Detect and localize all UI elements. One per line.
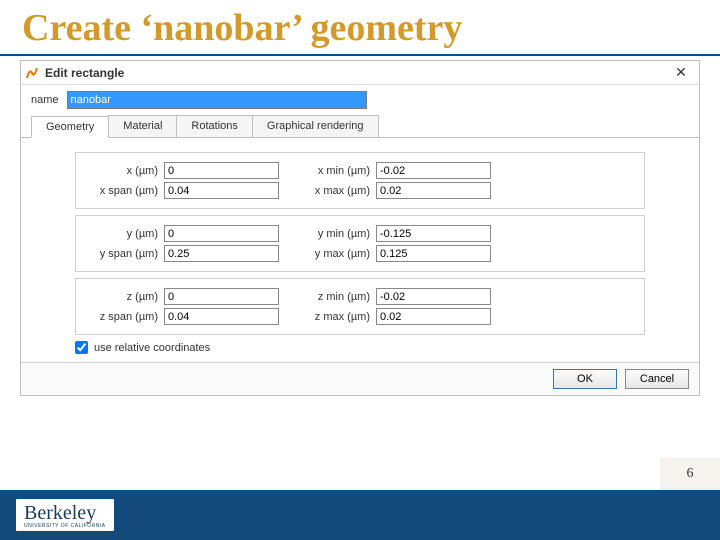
yspan-field[interactable] xyxy=(164,245,279,262)
window-title: Edit rectangle xyxy=(45,66,124,80)
app-icon xyxy=(25,66,39,80)
name-label: name xyxy=(31,94,59,106)
logo-text: Berkeley xyxy=(24,503,106,523)
footer-bar: Berkeley UNIVERSITY OF CALIFORNIA xyxy=(0,490,720,540)
name-row: name xyxy=(21,85,699,115)
tab-geometry[interactable]: Geometry xyxy=(31,116,109,138)
zspan-field[interactable] xyxy=(164,308,279,325)
y-group: y (µm) y min (µm) y span (µm) y max (µm) xyxy=(75,215,645,272)
ok-button[interactable]: OK xyxy=(553,369,617,389)
ymax-label: y max (µm) xyxy=(291,248,376,260)
tab-strip: Geometry Material Rotations Graphical re… xyxy=(21,115,699,138)
zmin-label: z min (µm) xyxy=(291,291,376,303)
xspan-field[interactable] xyxy=(164,182,279,199)
y-label: y (µm) xyxy=(84,228,164,240)
close-icon[interactable]: ✕ xyxy=(667,63,695,83)
y-field[interactable] xyxy=(164,225,279,242)
relative-coords-label: use relative coordinates xyxy=(94,342,210,354)
xmax-label: x max (µm) xyxy=(291,185,376,197)
ymin-label: y min (µm) xyxy=(291,228,376,240)
cancel-button[interactable]: Cancel xyxy=(625,369,689,389)
edit-rectangle-dialog: Edit rectangle ✕ name Geometry Material … xyxy=(20,60,700,396)
z-field[interactable] xyxy=(164,288,279,305)
xmin-label: x min (µm) xyxy=(291,165,376,177)
xmin-field[interactable] xyxy=(376,162,491,179)
slide-title: Create ‘nanobar’ geometry xyxy=(0,0,720,56)
yspan-label: y span (µm) xyxy=(84,248,164,260)
page-number: 6 xyxy=(660,458,720,490)
zmax-field[interactable] xyxy=(376,308,491,325)
x-label: x (µm) xyxy=(84,165,164,177)
geometry-panel: x (µm) x min (µm) x span (µm) x max (µm)… xyxy=(21,138,699,362)
titlebar: Edit rectangle ✕ xyxy=(21,61,699,85)
ymax-field[interactable] xyxy=(376,245,491,262)
x-group: x (µm) x min (µm) x span (µm) x max (µm) xyxy=(75,152,645,209)
berkeley-logo: Berkeley UNIVERSITY OF CALIFORNIA xyxy=(16,499,114,531)
logo-subtext: UNIVERSITY OF CALIFORNIA xyxy=(24,523,106,529)
x-field[interactable] xyxy=(164,162,279,179)
zmax-label: z max (µm) xyxy=(291,311,376,323)
relative-coords-row: use relative coordinates xyxy=(75,341,685,354)
name-input[interactable] xyxy=(67,91,367,109)
dialog-buttons: OK Cancel xyxy=(21,362,699,395)
zmin-field[interactable] xyxy=(376,288,491,305)
xspan-label: x span (µm) xyxy=(84,185,164,197)
ymin-field[interactable] xyxy=(376,225,491,242)
tab-rotations[interactable]: Rotations xyxy=(176,115,252,137)
z-group: z (µm) z min (µm) z span (µm) z max (µm) xyxy=(75,278,645,335)
xmax-field[interactable] xyxy=(376,182,491,199)
zspan-label: z span (µm) xyxy=(84,311,164,323)
tab-material[interactable]: Material xyxy=(108,115,177,137)
z-label: z (µm) xyxy=(84,291,164,303)
tab-rendering[interactable]: Graphical rendering xyxy=(252,115,379,137)
relative-coords-checkbox[interactable] xyxy=(75,341,88,354)
